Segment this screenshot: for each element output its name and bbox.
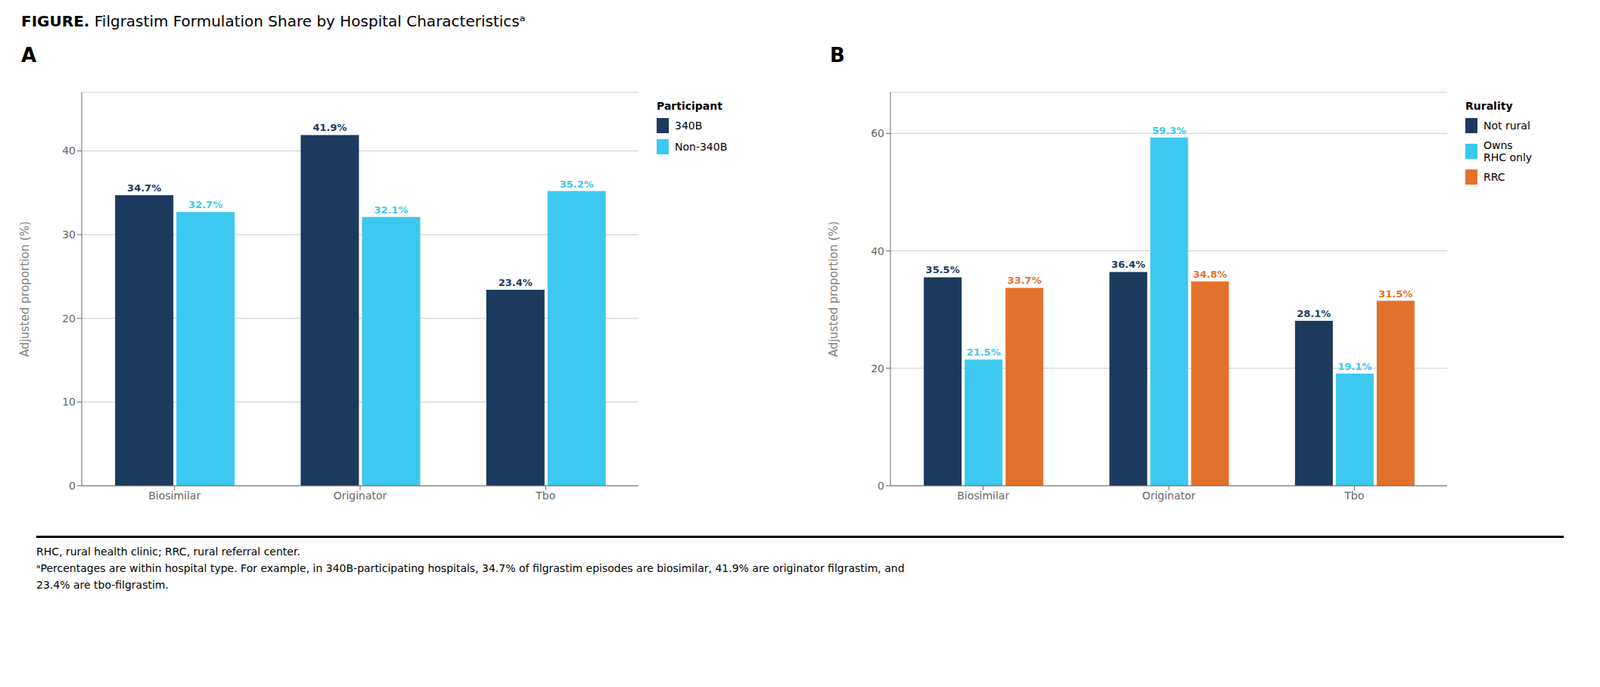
html-text:ᵃPercentages are within hospit: ᵃPercentages are within hospital type. F… xyxy=(36,562,905,575)
svg-text:40: 40 xyxy=(62,144,76,157)
svg-text:34.8%: 34.8% xyxy=(1193,268,1228,280)
svg-text:Tbo: Tbo xyxy=(1343,489,1364,502)
html-text:A: A xyxy=(21,43,37,67)
html-text:340B: 340B xyxy=(674,119,703,132)
svg-text:0: 0 xyxy=(877,479,885,492)
html-text:Owns: Owns xyxy=(1483,139,1513,152)
svg-text:0: 0 xyxy=(68,479,76,492)
svg-text:10: 10 xyxy=(62,395,76,408)
svg-text:40: 40 xyxy=(870,245,885,258)
svg-text:34.7%: 34.7% xyxy=(127,182,162,194)
svg-text:Originator: Originator xyxy=(333,489,388,502)
svg-text:36.4%: 36.4% xyxy=(1111,258,1146,271)
html-text:FIGURE. Filgrastim Formulation: FIGURE. Filgrastim Formulation Share by … xyxy=(21,12,526,31)
svg-text:33.7%: 33.7% xyxy=(1007,274,1042,286)
svg-text:35.2%: 35.2% xyxy=(559,178,594,190)
svg-text:59.3%: 59.3% xyxy=(1152,124,1187,137)
svg-text:32.1%: 32.1% xyxy=(373,204,408,216)
html-text:RRC: RRC xyxy=(1483,170,1506,184)
html-text:Non-340B: Non-340B xyxy=(674,140,728,153)
svg-text:Biosimilar: Biosimilar xyxy=(148,489,201,502)
html-text:RHC only: RHC only xyxy=(1483,151,1532,164)
svg-text:Tbo: Tbo xyxy=(534,489,556,502)
html-text:B: B xyxy=(829,43,845,67)
html-text:23.4% are tbo-filgrastim.: 23.4% are tbo-filgrastim. xyxy=(36,578,169,591)
svg-text:32.7%: 32.7% xyxy=(188,198,223,211)
html-text:Participant: Participant xyxy=(656,99,723,112)
svg-text:28.1%: 28.1% xyxy=(1296,307,1331,320)
svg-text:30: 30 xyxy=(62,228,76,241)
html-text:Not rural: Not rural xyxy=(1483,119,1531,132)
svg-text:60: 60 xyxy=(870,127,885,140)
svg-text:31.5%: 31.5% xyxy=(1378,288,1413,300)
svg-text:41.9%: 41.9% xyxy=(312,121,347,134)
svg-text:Originator: Originator xyxy=(1142,489,1197,502)
svg-text:23.4%: 23.4% xyxy=(498,276,533,289)
svg-text:20: 20 xyxy=(62,312,76,325)
svg-text:21.5%: 21.5% xyxy=(966,346,1001,358)
html-text:Rurality: Rurality xyxy=(1465,99,1513,112)
svg-text:Adjusted proportion (%): Adjusted proportion (%) xyxy=(18,220,32,357)
svg-text:20: 20 xyxy=(870,362,885,375)
svg-text:Adjusted proportion (%): Adjusted proportion (%) xyxy=(826,220,841,357)
svg-text:19.1%: 19.1% xyxy=(1337,360,1372,373)
svg-text:35.5%: 35.5% xyxy=(925,264,960,276)
svg-text:Biosimilar: Biosimilar xyxy=(956,489,1010,502)
html-text:RHC, rural health clinic; RRC,: RHC, rural health clinic; RRC, rural ref… xyxy=(36,545,301,558)
